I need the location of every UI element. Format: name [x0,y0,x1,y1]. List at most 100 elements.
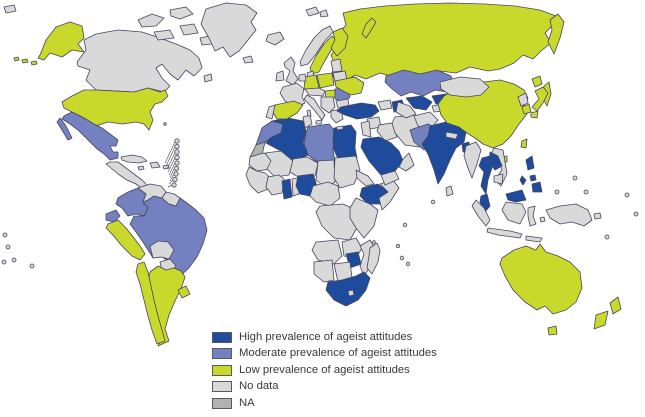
country-egypt [332,124,358,162]
country-kazakhstan [384,69,456,97]
country-jamaica [137,165,145,171]
pacific-island-marker [554,189,560,195]
country-malaysia-borneo [505,189,527,203]
country-philippines-visayas [529,174,537,182]
country-chile [135,261,166,345]
country-north-korea [517,92,529,107]
country-usa-aleutian-1 [13,56,20,62]
country-malaysia-peninsula [479,193,491,213]
country-russia [330,2,557,84]
country-poland [316,72,335,89]
legend-swatch-no-data [212,381,232,393]
country-oman [398,152,415,172]
legend-swatch-high [212,331,232,343]
country-greece-crete [336,125,344,131]
country-venezuela [137,183,167,203]
legend-swatch-na [212,397,232,409]
reunion-marker [405,261,411,267]
country-italy-sardinia [306,109,312,117]
callout-line [164,141,176,164]
country-japan-kyushu [530,110,539,119]
pacific-island-marker [5,244,11,250]
pacific-island-marker [572,175,578,181]
country-sudan [333,155,361,189]
callout-line [167,157,176,173]
country-india [421,121,467,185]
country-lesotho [347,289,355,297]
country-mali [264,150,294,178]
country-peru [105,219,146,261]
country-italy-sicily [315,119,323,125]
country-canada-arctic-3 [153,29,175,41]
country-france [279,82,306,108]
caribbean-island-marker [172,176,178,183]
legend-item-low: Low prevalence of ageist attitudes [212,364,437,377]
seychelles-marker [395,243,400,248]
country-taiwan [520,138,528,149]
country-iceland [265,31,285,46]
country-canada-newfoundland [203,73,213,83]
country-canada-arctic-2 [169,6,194,20]
legend-label-na: NA [239,396,255,409]
country-uruguay [177,285,191,299]
country-indonesia-lesser-sunda [525,235,543,243]
legend-item-na: NA [212,397,437,410]
country-ghana [281,178,293,200]
country-svalbard-2 [319,9,329,18]
pacific-island-marker [11,257,17,263]
country-alpine-states [304,87,326,97]
callout-line [167,184,173,188]
country-indonesia-maluku [539,216,546,223]
country-svalbard [305,6,320,17]
country-myanmar [463,141,482,179]
country-greenland [200,2,258,58]
country-canada-arctic-4 [179,23,199,36]
country-iraq [376,122,398,142]
country-indonesia-sumatra [471,199,491,227]
country-new-zealand-south [593,310,609,330]
country-philippines-palawan [519,175,527,186]
country-georgia-armenia [377,99,393,111]
country-papua-new-guinea [545,203,593,227]
country-finland [330,27,349,57]
country-cuba [120,154,148,164]
country-balkans [320,96,336,114]
bermuda-marker [163,122,167,126]
country-turkey [336,102,380,120]
caribbean-island-marker [173,165,180,172]
country-indonesia-java [486,227,523,239]
legend-item-high: High prevalence of ageist attitudes [212,331,437,344]
country-namibia [313,259,335,283]
country-russia-novaya-zemlya [361,17,377,39]
country-eritrea [355,169,375,187]
legend-label-high: High prevalence of ageist attitudes [239,330,413,343]
country-niger [289,156,319,179]
country-philippines-mindanao [531,181,543,193]
country-cambodia [493,173,504,185]
country-uk [283,56,299,86]
comoros-marker [372,240,376,244]
country-australia [499,243,583,315]
country-saudi-arabia [360,136,404,176]
legend-item-moderate: Moderate prevalence of ageist attitudes [212,347,437,361]
caribbean-island-marker [171,182,177,188]
country-canada-arctic-1 [137,13,165,28]
callout-line [168,162,176,176]
country-cameroon-car [309,181,341,207]
country-ecuador [105,209,121,223]
country-sri-lanka [445,185,454,197]
caribbean-island-marker [174,143,180,150]
pacific-island-marker [624,192,630,198]
caribbean-island-marker [174,154,180,161]
country-canada [76,29,203,93]
indian-ocean-marker [402,222,408,228]
legend-item-no-data: No data [212,380,437,394]
legend-swatch-moderate [212,348,232,360]
country-mongolia [439,76,490,98]
country-portugal [265,104,276,120]
country-usa-aleutian-2 [21,58,29,64]
country-tunisia [302,114,313,129]
country-australia-tasmania [547,325,558,336]
